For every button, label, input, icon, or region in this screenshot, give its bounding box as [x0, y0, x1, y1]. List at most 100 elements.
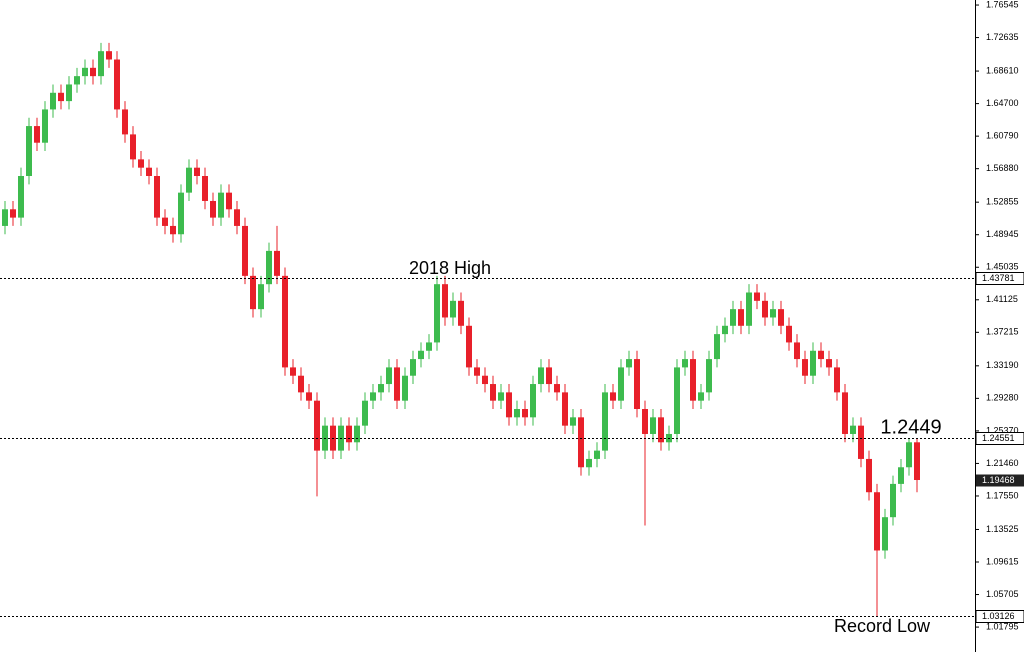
candle-body — [98, 51, 104, 77]
y-tick-label: 1.45035 — [986, 262, 1019, 272]
candle-body — [546, 367, 552, 385]
candle-body — [186, 167, 192, 193]
candle-body — [474, 367, 480, 376]
candle-body — [106, 51, 112, 60]
level-box — [975, 432, 1024, 445]
candle-body — [26, 126, 32, 177]
candle-body — [762, 300, 768, 318]
candle-body — [498, 392, 504, 401]
candle-body — [130, 134, 136, 160]
annotation: Record Low — [834, 616, 931, 636]
candle-body — [162, 217, 168, 226]
candle-body — [378, 384, 384, 393]
y-tick-label: 1.29280 — [986, 393, 1019, 403]
candle-body — [170, 225, 176, 235]
candle-body — [306, 392, 312, 401]
candle-body — [514, 409, 520, 418]
candle-body — [50, 92, 56, 110]
candle-body — [522, 409, 528, 418]
annotation: 2018 High — [409, 258, 491, 278]
y-tick-label: 1.17550 — [986, 490, 1019, 500]
candle-body — [770, 309, 776, 318]
candle-body — [714, 334, 720, 360]
candle-body — [898, 467, 904, 484]
candle-body — [554, 384, 560, 393]
level-label: 1.03126 — [982, 611, 1015, 621]
candle-body — [410, 359, 416, 376]
candle-body — [42, 109, 48, 143]
candle-body — [778, 309, 784, 326]
candle-body — [626, 359, 632, 368]
y-tick-label: 1.41125 — [986, 294, 1018, 304]
y-tick-label: 1.72635 — [986, 32, 1019, 42]
candle-body — [298, 375, 304, 393]
candle-body — [58, 92, 64, 102]
candle-body — [578, 417, 584, 468]
candle-body — [738, 309, 744, 326]
candle-body — [570, 417, 576, 426]
candle-body — [234, 209, 240, 226]
candle-body — [202, 176, 208, 201]
candle-body — [650, 417, 656, 434]
candle-body — [426, 342, 432, 351]
candle-body — [10, 209, 16, 218]
candle-body — [402, 375, 408, 401]
y-tick-label: 1.48945 — [986, 229, 1019, 239]
candle-body — [690, 359, 696, 401]
candle-body — [466, 325, 472, 368]
candle-body — [362, 400, 368, 426]
candle-body — [274, 250, 280, 276]
candle-body — [194, 167, 200, 177]
y-tick-label: 1.25370 — [986, 425, 1019, 435]
candle-body — [490, 384, 496, 401]
candle-body — [786, 325, 792, 343]
candle-body — [866, 458, 872, 493]
candle-body — [458, 300, 464, 326]
candle-body — [258, 284, 264, 310]
candle-body — [874, 492, 880, 551]
candle-body — [826, 359, 832, 368]
candle-body — [530, 384, 536, 418]
level-box — [975, 610, 1024, 623]
candle-body — [114, 59, 120, 110]
candle-body — [210, 200, 216, 218]
candle-body — [154, 176, 160, 218]
y-tick-label: 1.56880 — [986, 163, 1019, 173]
candle-body — [434, 284, 440, 343]
candle-body — [346, 425, 352, 443]
candle-body — [178, 192, 184, 235]
y-tick-label: 1.33190 — [986, 360, 1019, 370]
candle-body — [394, 367, 400, 401]
candle-body — [634, 359, 640, 410]
candle-body — [906, 442, 912, 468]
candle-body — [90, 67, 96, 77]
candle-body — [562, 392, 568, 426]
candle-body — [354, 425, 360, 443]
candle-body — [482, 375, 488, 385]
candle-body — [730, 309, 736, 326]
candle-body — [250, 275, 256, 310]
candle-body — [882, 517, 888, 551]
candle-body — [282, 275, 288, 368]
candle-body — [506, 392, 512, 418]
candle-body — [122, 109, 128, 135]
candle-body — [698, 392, 704, 401]
level-label: 1.24551 — [982, 433, 1015, 443]
plot — [2, 42, 920, 617]
candle-body — [74, 76, 80, 85]
y-tick-label: 1.13525 — [986, 524, 1019, 534]
candle-body — [586, 458, 592, 468]
candle-body — [794, 342, 800, 360]
candle-body — [418, 350, 424, 360]
candle-body — [538, 367, 544, 385]
candle-body — [682, 359, 688, 368]
candle-body — [658, 417, 664, 443]
candle-body — [2, 209, 8, 226]
candle-body — [610, 392, 616, 401]
current-price-label: 1.19468 — [982, 475, 1015, 485]
y-tick-label: 1.09615 — [986, 556, 1019, 566]
candle-body — [66, 84, 72, 102]
candle-body — [138, 159, 144, 168]
candle-body — [810, 350, 816, 376]
